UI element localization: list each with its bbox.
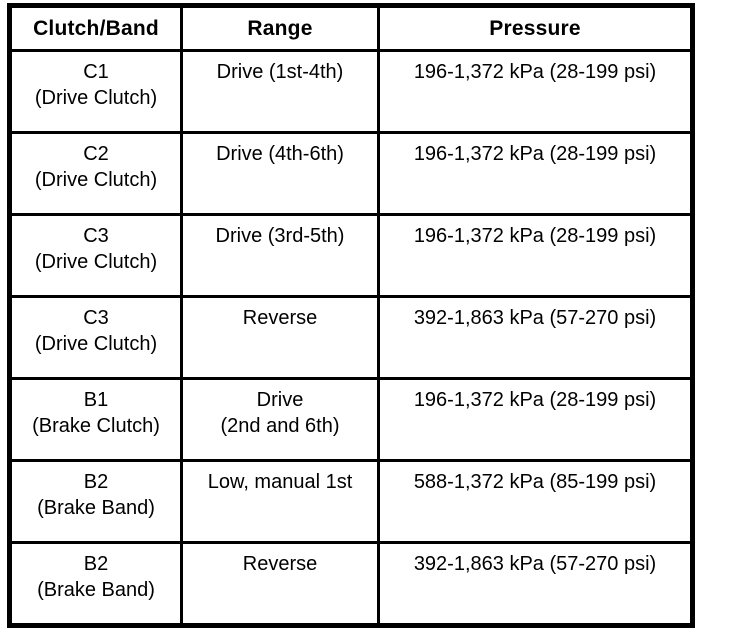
clutch-name: C1 <box>83 61 109 83</box>
pressure-value: 392-1,863 kPa (57-270 psi) <box>413 553 657 575</box>
pressure-value: 392-1,863 kPa (57-270 psi) <box>413 307 657 329</box>
clutch-type: (Brake Clutch) <box>32 415 160 437</box>
pressure-value: 588-1,372 kPa (85-199 psi) <box>413 471 657 493</box>
table-row: C2 (Drive Clutch) Drive (4th-6th) 196-1,… <box>8 131 694 216</box>
clutch-band-cell: B2 (Brake Band) <box>8 541 183 627</box>
range-value: Drive (3rd-5th) <box>215 225 345 247</box>
table-row: C3 (Drive Clutch) Drive (3rd-5th) 196-1,… <box>8 213 694 298</box>
clutch-type: (Drive Clutch) <box>34 169 158 191</box>
table-row: B2 (Brake Band) Reverse 392-1,863 kPa (5… <box>8 541 694 627</box>
range-cell: Drive (3rd-5th) <box>180 213 380 298</box>
range-cell: Reverse <box>180 295 380 380</box>
clutch-type: (Drive Clutch) <box>34 87 158 109</box>
clutch-band-cell: C3 (Drive Clutch) <box>8 295 183 380</box>
clutch-type: (Brake Band) <box>37 579 155 601</box>
clutch-type: (Drive Clutch) <box>34 251 158 273</box>
pressure-cell: 588-1,372 kPa (85-199 psi) <box>377 459 694 544</box>
column-header-clutch-band: Clutch/Band <box>8 4 183 52</box>
column-header-pressure: Pressure <box>377 4 694 52</box>
range-cell: Drive (1st-4th) <box>180 49 380 134</box>
clutch-band-cell: C3 (Drive Clutch) <box>8 213 183 298</box>
range-cell: Drive (2nd and 6th) <box>180 377 380 462</box>
pressure-cell: 196-1,372 kPa (28-199 psi) <box>377 213 694 298</box>
clutch-name: C2 <box>83 143 109 165</box>
range-value-line2: (2nd and 6th) <box>220 415 340 437</box>
clutch-type: (Brake Band) <box>37 497 155 519</box>
table-row: C3 (Drive Clutch) Reverse 392-1,863 kPa … <box>8 295 694 380</box>
clutch-band-cell: B2 (Brake Band) <box>8 459 183 544</box>
range-value: Low, manual 1st <box>207 471 353 493</box>
range-cell: Low, manual 1st <box>180 459 380 544</box>
pressure-cell: 392-1,863 kPa (57-270 psi) <box>377 295 694 380</box>
table-row: B2 (Brake Band) Low, manual 1st 588-1,37… <box>8 459 694 544</box>
pressure-cell: 392-1,863 kPa (57-270 psi) <box>377 541 694 627</box>
pressure-value: 196-1,372 kPa (28-199 psi) <box>413 389 657 411</box>
table-row: B1 (Brake Clutch) Drive (2nd and 6th) 19… <box>8 377 694 462</box>
pressure-spec-table-container: Clutch/Band Range Pressure C1 (Drive Clu… <box>7 3 695 628</box>
range-value: Drive (1st-4th) <box>216 61 344 83</box>
range-value: Drive <box>256 389 304 411</box>
clutch-band-cell: C1 (Drive Clutch) <box>8 49 183 134</box>
pressure-cell: 196-1,372 kPa (28-199 psi) <box>377 131 694 216</box>
range-cell: Drive (4th-6th) <box>180 131 380 216</box>
pressure-value: 196-1,372 kPa (28-199 psi) <box>413 225 657 247</box>
clutch-band-cell: C2 (Drive Clutch) <box>8 131 183 216</box>
pressure-cell: 196-1,372 kPa (28-199 psi) <box>377 49 694 134</box>
clutch-name: B2 <box>83 553 109 575</box>
range-value: Drive (4th-6th) <box>216 143 344 165</box>
clutch-name: B1 <box>83 389 109 411</box>
table-row: C1 (Drive Clutch) Drive (1st-4th) 196-1,… <box>8 49 694 134</box>
range-value: Reverse <box>242 553 318 575</box>
pressure-cell: 196-1,372 kPa (28-199 psi) <box>377 377 694 462</box>
range-value: Reverse <box>242 307 318 329</box>
clutch-name: B2 <box>83 471 109 493</box>
clutch-name: C3 <box>83 307 109 329</box>
header-row: Clutch/Band Range Pressure <box>8 4 694 52</box>
pressure-value: 196-1,372 kPa (28-199 psi) <box>413 61 657 83</box>
clutch-type: (Drive Clutch) <box>34 333 158 355</box>
column-header-range: Range <box>180 4 380 52</box>
clutch-name: C3 <box>83 225 109 247</box>
pressure-value: 196-1,372 kPa (28-199 psi) <box>413 143 657 165</box>
clutch-band-pressure-table: Clutch/Band Range Pressure C1 (Drive Clu… <box>7 3 695 628</box>
clutch-band-cell: B1 (Brake Clutch) <box>8 377 183 462</box>
range-cell: Reverse <box>180 541 380 627</box>
